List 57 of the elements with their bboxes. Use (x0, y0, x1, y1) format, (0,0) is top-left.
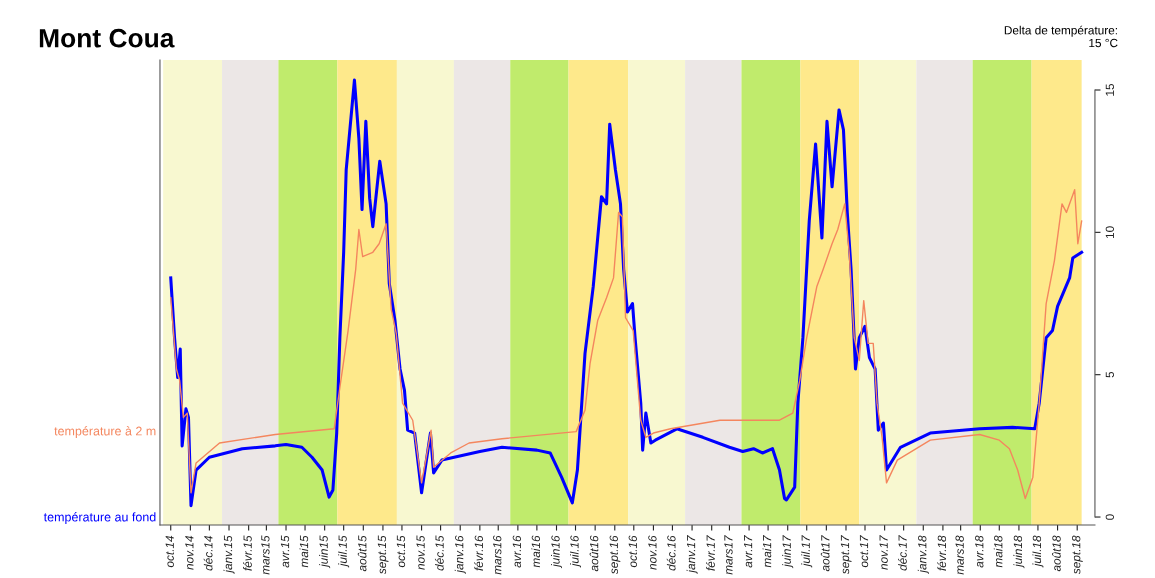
y-tick-label: 5 (1105, 371, 1115, 378)
x-tick-label: janv.16 (454, 535, 466, 574)
x-tick-label: oct.17 (859, 535, 869, 568)
x-tick-label: août15 (357, 535, 367, 572)
x-tick-label: nov.17 (879, 535, 888, 570)
x-tick-label: mars16 (493, 535, 502, 575)
x-tick-label: déc.14 (203, 535, 213, 571)
x-tick-label: oct.16 (628, 535, 637, 568)
y-tick-label: 15 (1105, 83, 1115, 96)
x-tick-label: août16 (589, 535, 599, 572)
x-tick-label: juin17 (782, 535, 794, 569)
x-tick-label: mars15 (261, 535, 270, 575)
y-tick-label: 10 (1105, 226, 1115, 239)
x-tick-label: déc.17 (898, 535, 907, 571)
x-tick-label: mars18 (955, 535, 964, 575)
x-tick-label: févr.18 (937, 535, 947, 571)
x-tick-label: oct.15 (396, 535, 406, 568)
x-tick-label: janv.18 (917, 535, 929, 574)
x-tick-label: nov.16 (648, 535, 657, 570)
line-series (170, 188, 1083, 500)
x-tick-label: févr.17 (706, 535, 715, 571)
x-tick-label: juin16 (551, 535, 563, 569)
x-tick-label: juin18 (1013, 535, 1025, 569)
x-tick-label: avr.17 (744, 535, 753, 568)
x-tick-label: juil.16 (570, 535, 582, 568)
x-tick-label: sept.15 (377, 535, 389, 575)
x-tick-label: avr.15 (280, 535, 290, 568)
text: température au fond (43, 512, 156, 524)
x-tick-label: août17 (820, 535, 830, 572)
x-tick-label: nov.14 (185, 535, 194, 570)
chart-title: Mont Coua (39, 28, 175, 48)
x-tick-label: avr.16 (512, 535, 522, 568)
x-tick-label: juil.15 (338, 535, 350, 568)
x-tick-label: oct.14 (165, 535, 174, 568)
x-tick-label: mars17 (724, 535, 733, 575)
y-tick-label: 0 (1105, 514, 1115, 520)
x-tick-label: févr.16 (474, 535, 484, 571)
x-tick-label: avr.18 (975, 535, 984, 568)
x-tick-label: sept.16 (609, 535, 621, 575)
text: Delta de température: 15 °C (1004, 25, 1118, 48)
x-tick-label: sept.18 (1072, 535, 1083, 575)
x-tick-label: juil.18 (1032, 535, 1044, 568)
x-tick-label: août18 (1052, 535, 1061, 572)
x-tick-label: nov.15 (416, 535, 425, 570)
x-tick-label: févr.15 (243, 535, 252, 571)
x-tick-label: mai18 (993, 535, 1003, 568)
x-tick-label: juil.17 (801, 535, 813, 568)
x-tick-label: mai17 (762, 535, 772, 568)
x-tick-label: mai16 (531, 535, 541, 568)
x-tick-label: déc.16 (666, 535, 676, 571)
x-tick-label: déc.15 (434, 535, 444, 571)
x-tick-label: mai15 (299, 535, 309, 568)
x-tick-label: janv.17 (686, 535, 698, 574)
x-tick-label: janv.15 (223, 535, 235, 574)
x-tick-label: juin15 (319, 535, 331, 569)
text: température à 2 m (54, 426, 156, 438)
x-tick-label: sept.17 (840, 535, 852, 575)
